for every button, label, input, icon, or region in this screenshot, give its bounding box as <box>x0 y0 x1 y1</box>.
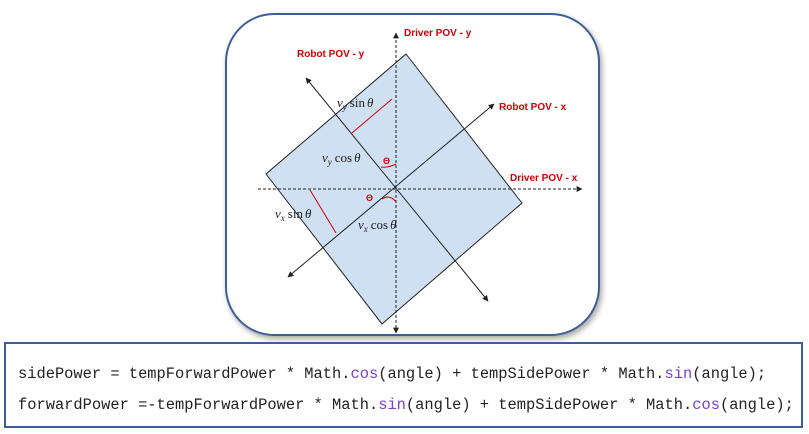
code-text: (angle); <box>719 396 794 414</box>
code-keyword: sin <box>664 365 693 383</box>
vx-sin-component <box>309 189 337 234</box>
vx-sin-label: vx sin θ <box>275 206 312 223</box>
robot-y-label: Robot POV - y <box>297 49 365 60</box>
theta-mark-lower: Θ <box>366 193 373 203</box>
code-line-side-power: sidePower = tempForwardPower * Math.cos(… <box>18 359 801 390</box>
code-text: sidePower = tempForwardPower * Math. <box>18 365 351 383</box>
robot-x-axis <box>287 103 495 278</box>
vx-cos-label: vx cos θ <box>358 217 397 234</box>
vy-cos-label: vy cos θ <box>322 150 361 167</box>
robot-x-label: Robot POV - x <box>499 102 567 113</box>
code-keyword: sin <box>378 396 406 414</box>
code-keyword: cos <box>350 365 379 383</box>
theta-mark-upper: Θ <box>383 156 390 166</box>
code-snippet: sidePower = tempForwardPower * Math.cos(… <box>4 342 803 428</box>
code-text: (angle) + tempSidePower * Math. <box>405 396 693 414</box>
code-text: (angle); <box>692 365 767 383</box>
code-line-forward-power: forwardPower =-tempForwardPower * Math.s… <box>18 390 801 421</box>
driver-x-label: Driver POV - x <box>510 173 578 184</box>
vy-sin-label: vy sin θ <box>337 95 374 112</box>
theta-arc-lower <box>381 196 397 203</box>
vy-sin-component <box>351 98 393 134</box>
driver-y-label: Driver POV - y <box>404 28 472 39</box>
theta-arc-upper <box>380 163 397 168</box>
code-keyword: cos <box>692 396 720 414</box>
code-text: forwardPower =-tempForwardPower * Math. <box>18 396 379 414</box>
code-text: (angle) + tempSidePower * Math. <box>378 365 665 383</box>
